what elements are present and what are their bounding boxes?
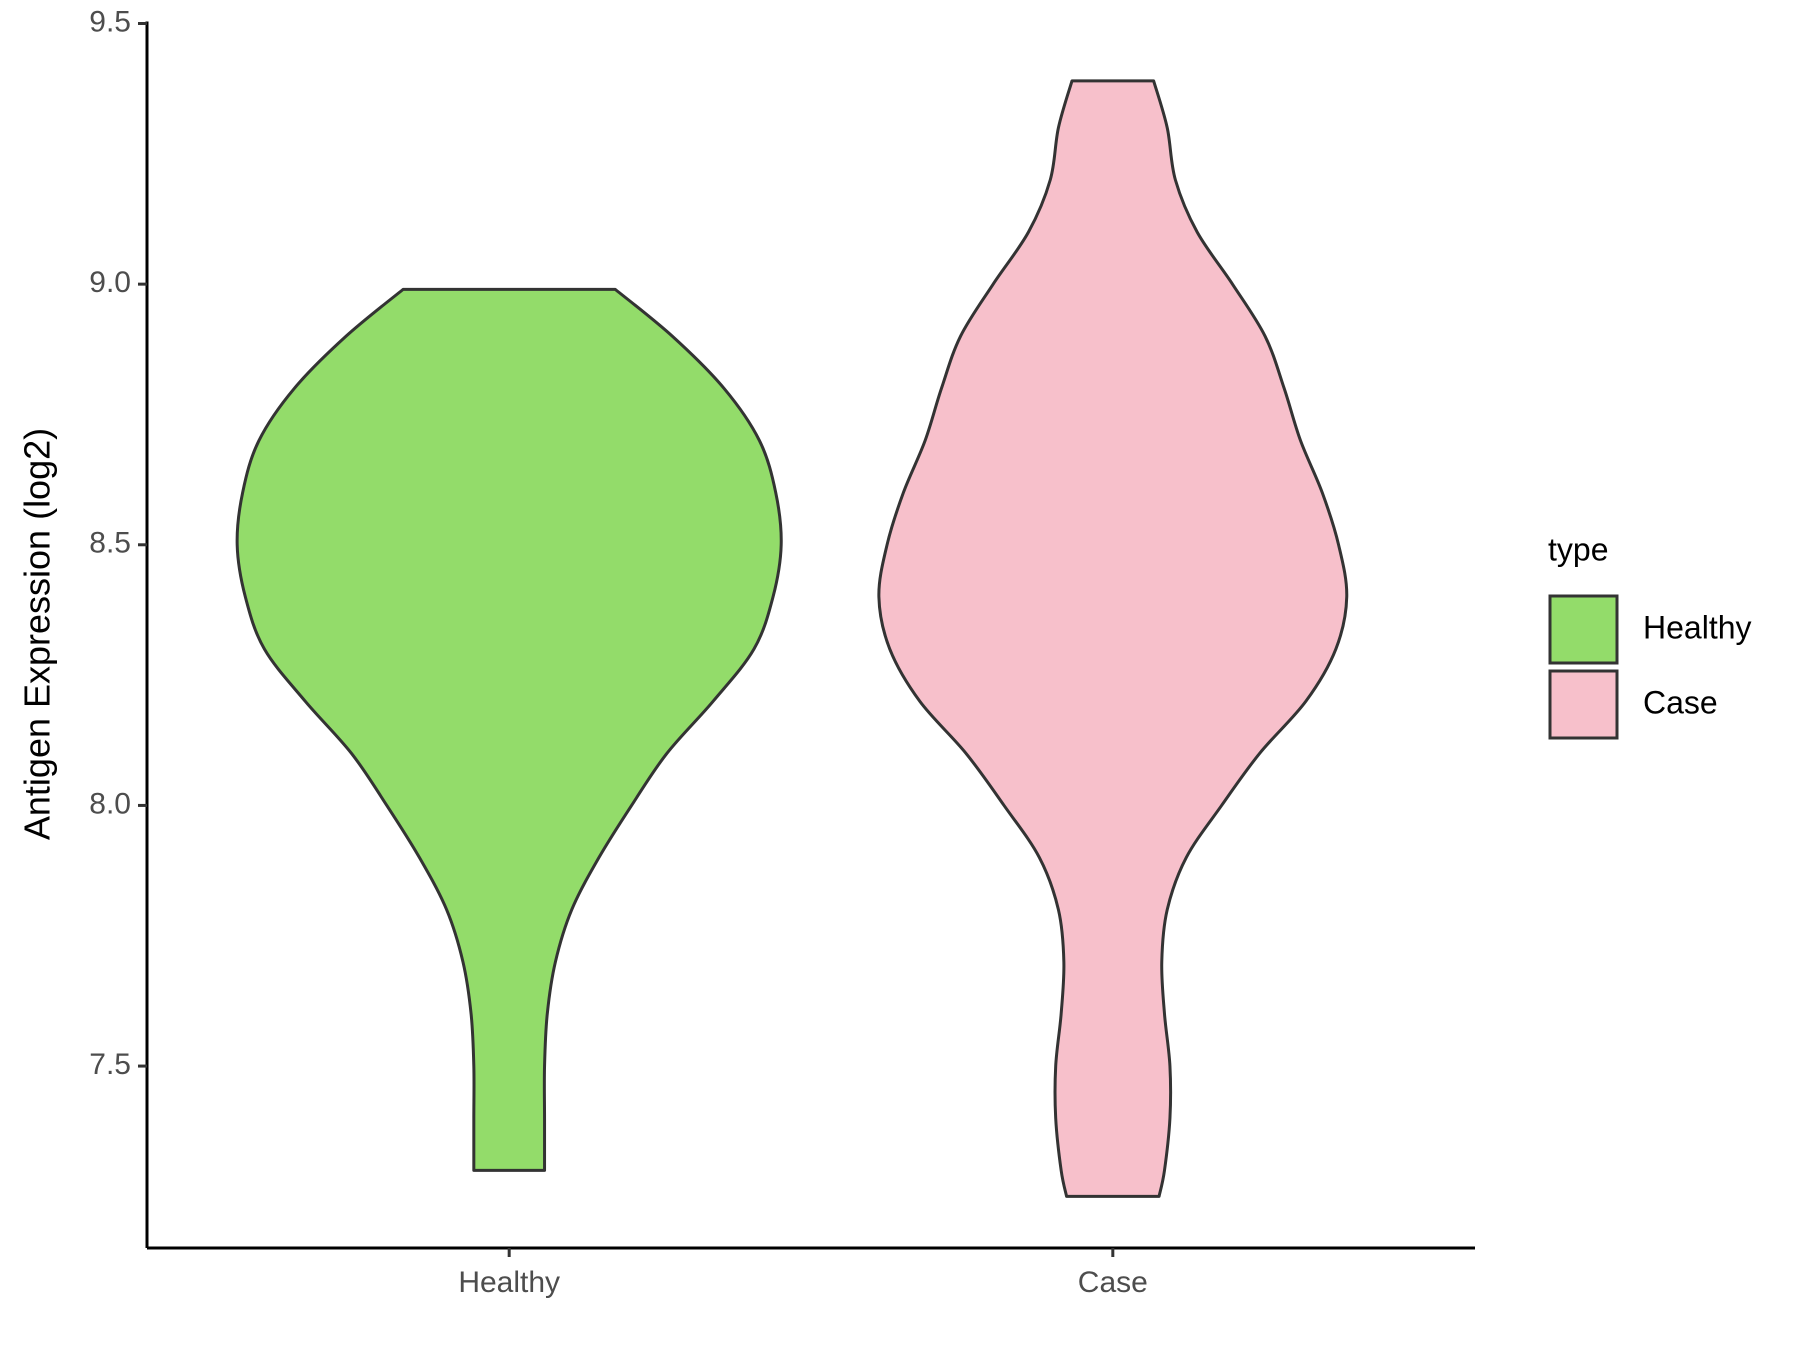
- legend-label: Case: [1643, 684, 1718, 720]
- violin: [235, 287, 783, 1172]
- y-tick-label: 7.5: [89, 1048, 131, 1081]
- y-tick-label: 9.0: [89, 266, 131, 299]
- legend-title: type: [1548, 531, 1608, 567]
- y-tick-label: 8.5: [89, 527, 131, 560]
- y-axis-title: Antigen Expression (log2): [17, 428, 58, 840]
- x-tick-label: Healthy: [458, 1266, 560, 1299]
- y-tick-label: 9.5: [89, 5, 131, 38]
- legend-label: Healthy: [1643, 609, 1752, 645]
- legend-key: [1548, 594, 1619, 665]
- y-tick-label: 8.0: [89, 787, 131, 820]
- x-tick-label: Case: [1078, 1266, 1148, 1299]
- violin: [877, 79, 1349, 1198]
- legend-key: [1548, 669, 1619, 740]
